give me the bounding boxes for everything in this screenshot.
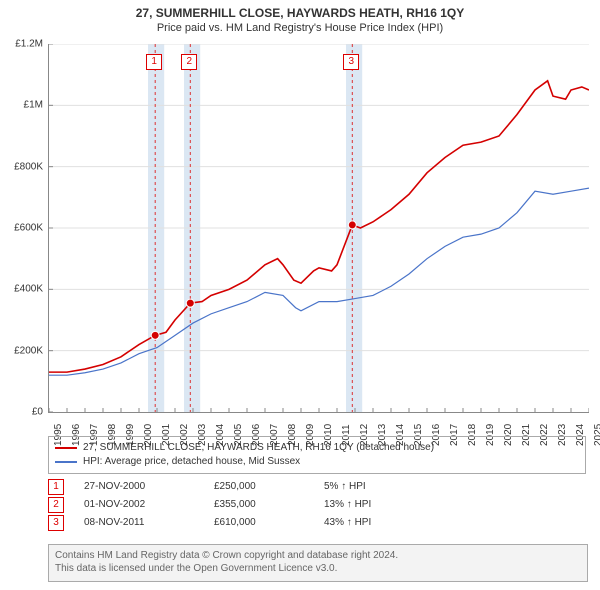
y-axis-label: £400K: [0, 284, 43, 295]
y-axis-label: £0: [0, 407, 43, 418]
sale-marker: 2: [48, 497, 64, 513]
sale-marker: 1: [48, 479, 64, 495]
sale-price: £355,000: [214, 496, 304, 514]
attribution-line: This data is licensed under the Open Gov…: [55, 562, 581, 575]
chart-area: £0£200K£400K£600K£800K£1M£1.2M1995199619…: [48, 44, 589, 413]
attribution-line: Contains HM Land Registry data © Crown c…: [55, 549, 581, 562]
legend-label: 27, SUMMERHILL CLOSE, HAYWARDS HEATH, RH…: [83, 441, 434, 455]
chart-svg: [49, 44, 589, 412]
legend-item-hpi: HPI: Average price, detached house, Mid …: [55, 455, 579, 469]
event-marker: 2: [181, 54, 197, 70]
sale-date: 01-NOV-2002: [84, 496, 194, 514]
attribution: Contains HM Land Registry data © Crown c…: [48, 544, 588, 582]
legend-swatch: [55, 461, 77, 463]
sale-pct: 13% ↑ HPI: [324, 496, 444, 514]
legend-swatch: [55, 447, 77, 449]
sales-table: 1 27-NOV-2000 £250,000 5% ↑ HPI 2 01-NOV…: [48, 478, 444, 532]
sale-price: £250,000: [214, 478, 304, 496]
x-axis-label: 2025: [593, 424, 600, 446]
sale-date: 27-NOV-2000: [84, 478, 194, 496]
chart-subtitle: Price paid vs. HM Land Registry's House …: [0, 20, 600, 34]
legend-label: HPI: Average price, detached house, Mid …: [83, 455, 300, 469]
event-marker: 1: [146, 54, 162, 70]
legend-item-subject: 27, SUMMERHILL CLOSE, HAYWARDS HEATH, RH…: [55, 441, 579, 455]
sale-row: 2 01-NOV-2002 £355,000 13% ↑ HPI: [48, 496, 444, 514]
event-marker: 3: [343, 54, 359, 70]
sale-price: £610,000: [214, 514, 304, 532]
sale-row: 3 08-NOV-2011 £610,000 43% ↑ HPI: [48, 514, 444, 532]
sale-pct: 5% ↑ HPI: [324, 478, 444, 496]
legend: 27, SUMMERHILL CLOSE, HAYWARDS HEATH, RH…: [48, 436, 586, 474]
y-axis-label: £800K: [0, 161, 43, 172]
chart-title: 27, SUMMERHILL CLOSE, HAYWARDS HEATH, RH…: [0, 0, 600, 20]
sale-date: 08-NOV-2011: [84, 514, 194, 532]
y-axis-label: £1.2M: [0, 39, 43, 50]
sale-row: 1 27-NOV-2000 £250,000 5% ↑ HPI: [48, 478, 444, 496]
sale-pct: 43% ↑ HPI: [324, 514, 444, 532]
sale-marker: 3: [48, 515, 64, 531]
y-axis-label: £600K: [0, 223, 43, 234]
y-axis-label: £200K: [0, 345, 43, 356]
y-axis-label: £1M: [0, 100, 43, 111]
